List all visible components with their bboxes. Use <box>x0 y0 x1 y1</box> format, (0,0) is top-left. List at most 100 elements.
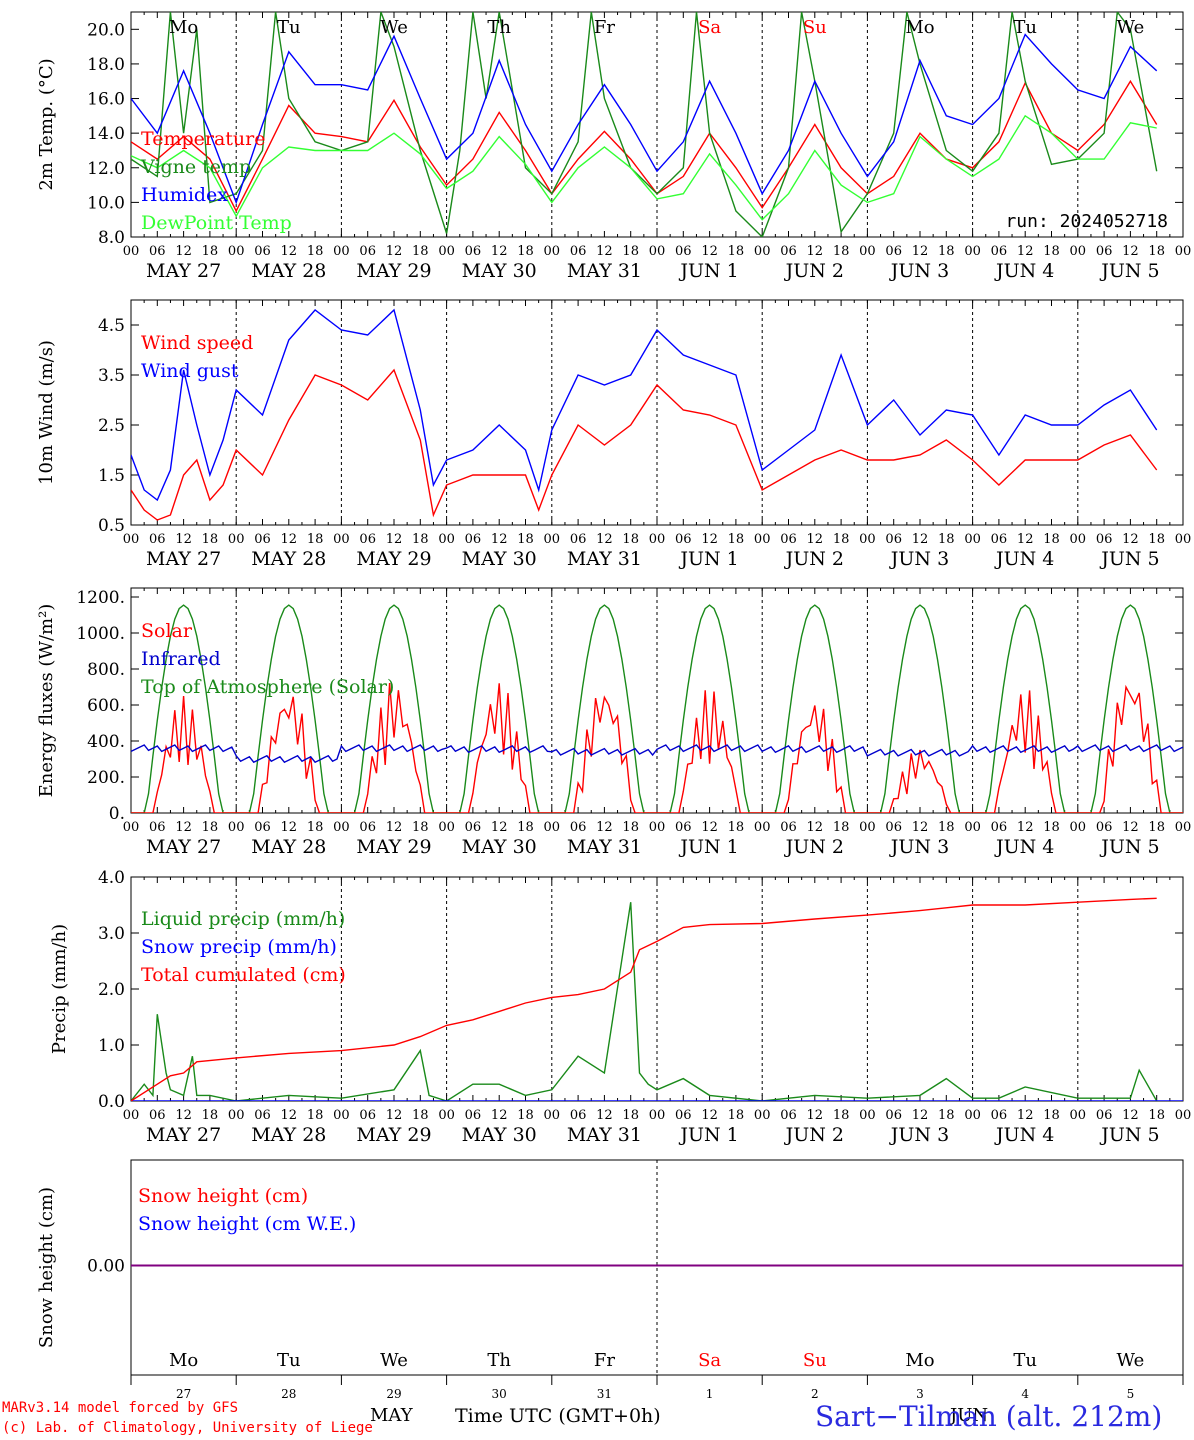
panel-2 <box>130 299 1184 526</box>
y-tick-label: 8.0 <box>98 228 125 248</box>
day-number: 2 <box>811 1387 819 1401</box>
date-label: MAY 27 <box>146 548 221 570</box>
hour-tick-label: 18 <box>622 1108 639 1123</box>
hour-tick-label: 12 <box>281 244 298 259</box>
hour-tick-label: 18 <box>938 820 955 835</box>
hour-tick-label: 18 <box>517 532 534 547</box>
day-number: 5 <box>1127 1387 1135 1401</box>
date-label: JUN 1 <box>678 548 738 570</box>
panel-frame <box>130 299 1184 526</box>
hour-tick-label: 00 <box>333 820 350 835</box>
date-label: JUN 3 <box>889 260 949 282</box>
hour-tick-label: 00 <box>964 820 981 835</box>
hour-tick-label: 18 <box>412 244 429 259</box>
hour-tick-label: 18 <box>622 532 639 547</box>
date-label: JUN 2 <box>784 1124 844 1146</box>
y-tick-label: 20.0 <box>87 20 125 40</box>
y-tick-label: 18.0 <box>87 55 125 75</box>
y-tick-label: 12.0 <box>87 159 125 179</box>
day-abbr-top: Sa <box>698 17 721 38</box>
hour-tick-label: 12 <box>281 532 298 547</box>
run-label: run: 2024052718 <box>1005 211 1168 232</box>
hour-tick-label: 12 <box>912 532 929 547</box>
hour-tick-label: 12 <box>912 820 929 835</box>
hour-tick-label: 00 <box>1070 244 1087 259</box>
y-tick-label: 10.0 <box>87 193 125 213</box>
day-abbr-bottom: Fr <box>594 1350 615 1371</box>
hour-tick-label: 12 <box>1122 820 1139 835</box>
date-label: JUN 5 <box>1099 548 1159 570</box>
hour-tick-label: 06 <box>675 1108 692 1123</box>
day-abbr-top: We <box>380 17 408 38</box>
series-group <box>131 308 1158 521</box>
hour-tick-label: 18 <box>833 820 850 835</box>
date-label: MAY 30 <box>462 1124 537 1146</box>
date-label: JUN 2 <box>784 836 844 858</box>
date-label: JUN 2 <box>784 548 844 570</box>
hour-tick-label: 00 <box>544 244 561 259</box>
hour-tick-label: 00 <box>438 1108 455 1123</box>
y-axis-label: 2m Temp. (°C) <box>36 58 57 190</box>
hour-tick-label: 06 <box>149 1108 166 1123</box>
legend-entry: DewPoint Temp <box>141 212 292 234</box>
hour-tick-label: 12 <box>281 820 298 835</box>
hour-tick-label: 00 <box>123 820 140 835</box>
hour-tick-label: 18 <box>622 244 639 259</box>
hour-tick-label: 12 <box>491 532 508 547</box>
hour-tick-label: 00 <box>754 244 771 259</box>
hour-tick-label: 00 <box>649 1108 666 1123</box>
hour-tick-label: 00 <box>228 820 245 835</box>
day-number: 27 <box>176 1387 191 1401</box>
legend-entry: Infrared <box>141 648 221 670</box>
hour-tick-label: 12 <box>807 532 824 547</box>
y-tick-label: 2.5 <box>98 416 125 436</box>
series-line <box>131 897 1157 1101</box>
hour-tick-label: 06 <box>570 244 587 259</box>
hour-tick-label: 00 <box>438 820 455 835</box>
day-number: 31 <box>597 1387 612 1401</box>
day-number: 30 <box>492 1387 507 1401</box>
panel-frame <box>130 11 1184 238</box>
hour-tick-label: 06 <box>359 1108 376 1123</box>
hour-tick-label: 12 <box>807 820 824 835</box>
date-label: MAY 30 <box>462 836 537 858</box>
hour-tick-label: 12 <box>175 244 192 259</box>
date-label: JUN 5 <box>1099 1124 1159 1146</box>
series-line <box>131 902 1158 1101</box>
day-number: 1 <box>706 1387 714 1401</box>
series-group <box>131 604 1183 813</box>
month-label-may: MAY <box>370 1405 413 1426</box>
hour-tick-label: 18 <box>202 1108 219 1123</box>
series-group <box>131 897 1183 1101</box>
y-tick-label: 0.0 <box>98 1092 125 1112</box>
date-label: JUN 1 <box>678 836 738 858</box>
hour-tick-label: 06 <box>780 244 797 259</box>
date-label: MAY 28 <box>251 1124 326 1146</box>
series-line <box>131 114 1157 221</box>
hour-tick-label: 00 <box>649 820 666 835</box>
y-tick-label: 200. <box>87 768 125 788</box>
series-line <box>131 12 1158 237</box>
hour-tick-label: 18 <box>307 1108 324 1123</box>
date-label: JUN 5 <box>1099 836 1159 858</box>
hour-tick-label: 12 <box>596 1108 613 1123</box>
legend-entry: Snow height (cm) <box>138 1185 308 1207</box>
hour-tick-label: 12 <box>1017 1108 1034 1123</box>
hour-tick-label: 06 <box>254 1108 271 1123</box>
legend-entry: Snow height (cm W.E.) <box>138 1213 356 1235</box>
day-abbr-bottom: Su <box>803 1350 827 1371</box>
hour-tick-label: 18 <box>517 1108 534 1123</box>
date-label: MAY 31 <box>567 1124 642 1146</box>
y-tick-label: 1.0 <box>98 1036 125 1056</box>
legend-entry: Solar <box>141 620 193 642</box>
hour-tick-label: 00 <box>1175 244 1192 259</box>
legend-entry: Total cumulated (cm) <box>141 964 346 986</box>
hour-tick-label: 00 <box>333 1108 350 1123</box>
hour-tick-label: 12 <box>596 244 613 259</box>
legend-entry: Snow precip (mm/h) <box>141 936 337 958</box>
date-label: JUN 4 <box>994 548 1054 570</box>
hour-tick-label: 00 <box>228 1108 245 1123</box>
day-abbr-top: Tu <box>1013 17 1037 38</box>
hour-tick-label: 00 <box>859 532 876 547</box>
hour-tick-label: 00 <box>333 244 350 259</box>
